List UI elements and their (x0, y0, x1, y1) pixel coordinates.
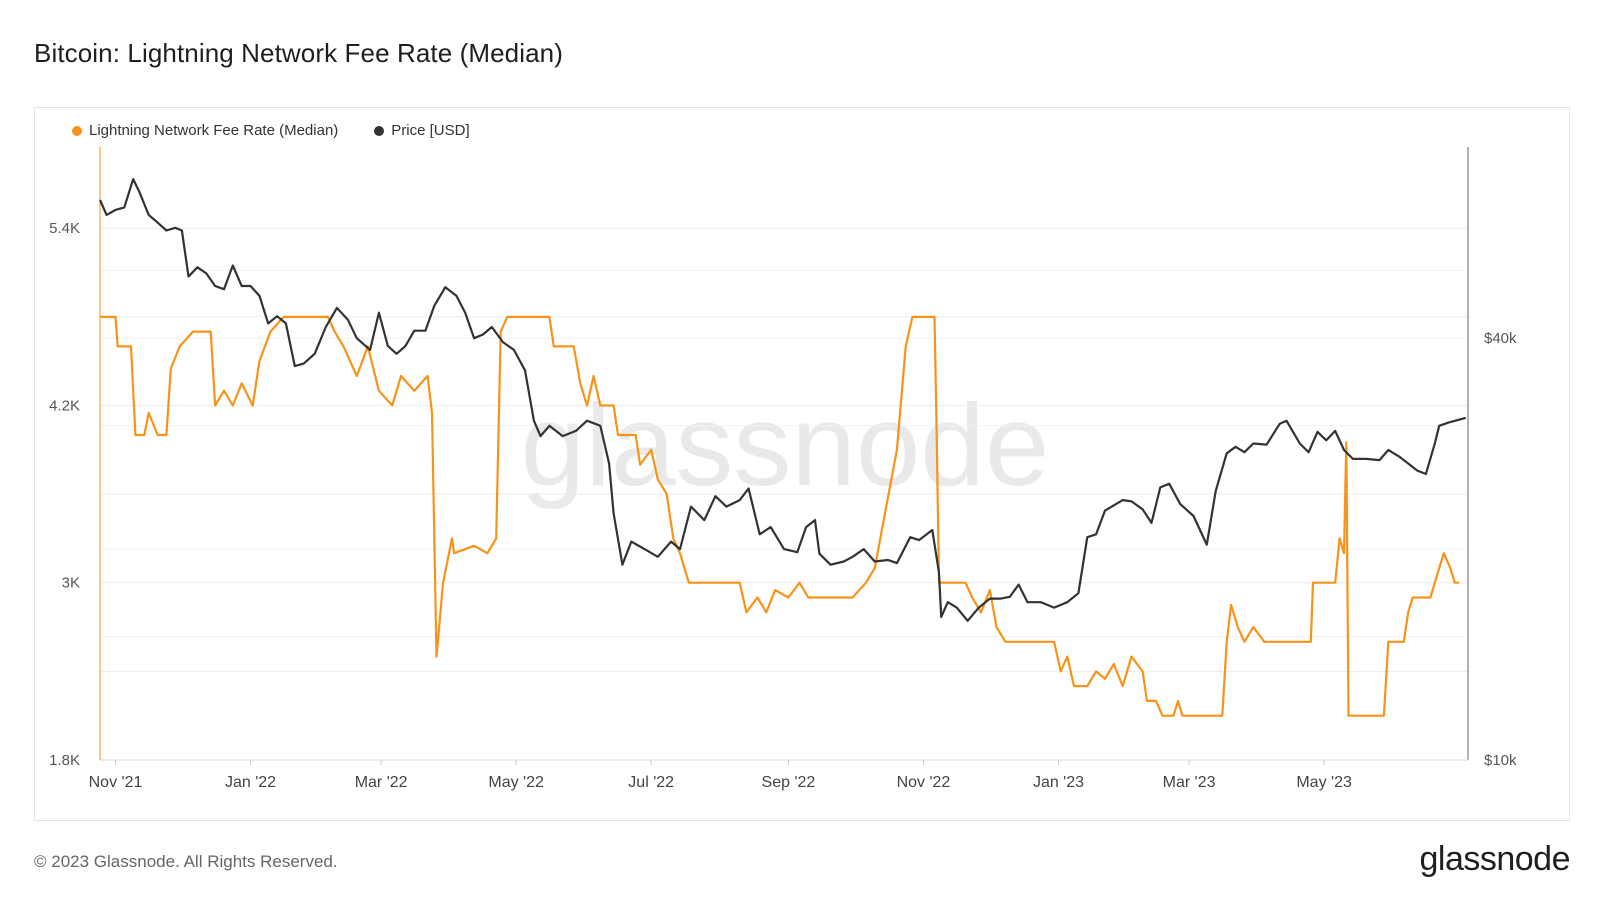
legend-dot-price (374, 125, 385, 136)
x-tick-label: Mar '22 (355, 774, 408, 791)
legend-item-fee-rate[interactable]: Lightning Network Fee Rate (Median) (72, 122, 338, 139)
watermark-text: glassnode (521, 380, 1050, 510)
x-tick-label: Jul '22 (628, 774, 674, 791)
series-line-price (98, 178, 1467, 622)
x-tick-label: Nov '21 (89, 774, 143, 791)
chart-legend: Lightning Network Fee Rate (Median) Pric… (72, 122, 470, 139)
legend-item-price[interactable]: Price [USD] (374, 122, 470, 139)
y-left-tick-label: 1.8K (49, 752, 80, 769)
series-line-fee-rate (100, 315, 1460, 717)
y-left-tick-label: 3K (62, 575, 80, 592)
copyright-text: © 2023 Glassnode. All Rights Reserved. (34, 852, 338, 871)
y-right-tick-label: $40k (1484, 330, 1517, 347)
legend-label-fee-rate: Lightning Network Fee Rate (Median) (89, 122, 339, 139)
y-right-tick-label: $10k (1484, 752, 1517, 769)
glassnode-logo: glassnode (1419, 840, 1570, 878)
y-left-tick-label: 4.2K (49, 397, 80, 414)
x-tick-label: Mar '23 (1163, 774, 1216, 791)
x-tick-label: Sep '22 (762, 774, 816, 791)
x-tick-label: Jan '22 (225, 774, 276, 791)
legend-dot-fee-rate (72, 125, 82, 136)
x-tick-label: Jan '23 (1033, 774, 1084, 791)
page-title: Bitcoin: Lightning Network Fee Rate (Med… (34, 38, 563, 68)
legend-label-price: Price [USD] (391, 122, 470, 139)
x-tick-label: May '22 (488, 774, 544, 791)
x-tick-label: May '23 (1296, 774, 1352, 791)
y-left-tick-label: 5.4K (49, 220, 80, 237)
x-tick-label: Nov '22 (897, 774, 951, 791)
chart-frame (34, 107, 1570, 821)
